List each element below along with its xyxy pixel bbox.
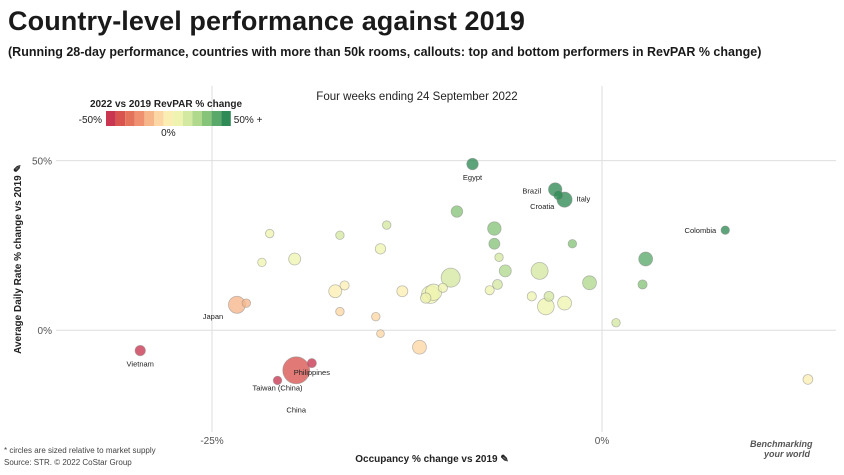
bubble <box>494 252 504 262</box>
bubble-croatia <box>553 190 564 201</box>
legend-title: 2022 vs 2019 RevPAR % change <box>90 99 243 110</box>
bubble <box>328 284 343 299</box>
brand-line-2: your world <box>764 449 811 459</box>
x-tick-label: 0% <box>595 436 610 447</box>
page-subtitle: (Running 28-day performance, countries w… <box>8 45 762 59</box>
legend-swatch <box>163 111 174 126</box>
bubble <box>582 275 597 291</box>
bubble <box>437 282 448 293</box>
x-tick-label: -25% <box>200 436 223 447</box>
color-legend: 2022 vs 2019 RevPAR % change -50% 50% + 0% <box>79 99 263 139</box>
callout-label: Italy <box>577 195 591 204</box>
legend-swatch <box>115 111 126 126</box>
y-tick-label: 0% <box>38 326 53 337</box>
callout-label: China <box>286 405 306 414</box>
bubble-taiwan-china <box>272 375 283 386</box>
bubble-vietnam <box>134 344 146 357</box>
bubble <box>396 285 409 298</box>
bubble <box>567 239 578 249</box>
legend-swatch <box>182 111 193 126</box>
bubble <box>382 220 392 230</box>
legend-swatch <box>154 111 164 126</box>
bubble <box>335 306 345 317</box>
bubble <box>484 285 495 296</box>
bubble <box>257 257 267 268</box>
x-axis-title: Occupancy % change vs 2019 ✎ <box>355 454 508 465</box>
callout-label: Japan <box>203 312 223 321</box>
callout-label: Vietnam <box>127 360 154 369</box>
bubble <box>420 292 432 304</box>
bubble <box>530 261 549 280</box>
callout-label: Croatia <box>530 202 555 211</box>
bubble <box>412 339 427 355</box>
legend-swatch <box>173 111 183 126</box>
bubble <box>498 264 512 278</box>
legend-swatch <box>202 111 212 126</box>
bubble <box>492 279 503 290</box>
legend-swatch <box>211 111 222 126</box>
bubble <box>241 298 251 308</box>
legend-max-label: 50% + <box>234 115 263 126</box>
bubble <box>543 290 555 302</box>
bubble-layer <box>134 157 814 386</box>
bubble <box>450 205 464 218</box>
bubble <box>611 318 621 328</box>
bubble <box>488 237 501 250</box>
bubble <box>637 279 648 290</box>
legend-min-label: -50% <box>79 115 102 126</box>
bubble-egypt <box>466 157 479 171</box>
bubble <box>376 329 385 338</box>
bubble <box>487 221 502 236</box>
legend-swatch <box>106 111 116 126</box>
y-axis-title: Average Daily Rate % change vs 2019 ✎ <box>13 164 24 354</box>
bubble <box>638 251 654 267</box>
legend-swatch <box>134 111 145 126</box>
callout-label: Taiwan (China) <box>253 383 304 392</box>
bubble <box>371 312 381 322</box>
page-title: Country-level performance against 2019 <box>8 6 525 36</box>
bubble <box>802 374 814 385</box>
callout-label: Philippines <box>294 368 331 377</box>
brand-logo: Benchmarking your world <box>750 439 813 459</box>
bubble <box>335 230 345 240</box>
legend-swatch <box>144 111 154 126</box>
callout-layer: Egypt Brazil Croatia Italy Colombia Japan Viet… <box>127 173 718 414</box>
bubble <box>526 291 537 302</box>
callout-label: Egypt <box>463 173 483 182</box>
legend-swatch <box>221 111 231 126</box>
grid-lines <box>56 86 836 432</box>
y-tick-label: 50% <box>32 157 52 168</box>
callout-label: Colombia <box>685 226 718 235</box>
brand-line-1: Benchmarking <box>750 439 813 449</box>
bubble <box>374 243 387 255</box>
bubble <box>440 267 461 288</box>
legend-mid-label: 0% <box>161 128 176 139</box>
callout-label: Brazil <box>522 186 541 195</box>
bubble <box>557 295 572 311</box>
bubble-china <box>282 356 311 385</box>
bubble-philippines <box>306 358 317 369</box>
legend-swatch <box>125 111 135 126</box>
bubble <box>339 280 350 291</box>
bubble <box>265 228 275 239</box>
axes-layer: -25% 0% 0% 50% Occupancy % change vs 2019 ✎ A… <box>13 91 609 465</box>
bubble <box>288 252 302 266</box>
bubble-colombia <box>720 225 730 235</box>
size-footnote: * circles are sized relative to market s… <box>4 446 156 455</box>
legend-swatch <box>192 111 202 126</box>
source-footnote: Source: STR. © 2022 CoStar Group <box>4 458 132 467</box>
chart-title: Four weeks ending 24 September 2022 <box>316 91 517 103</box>
